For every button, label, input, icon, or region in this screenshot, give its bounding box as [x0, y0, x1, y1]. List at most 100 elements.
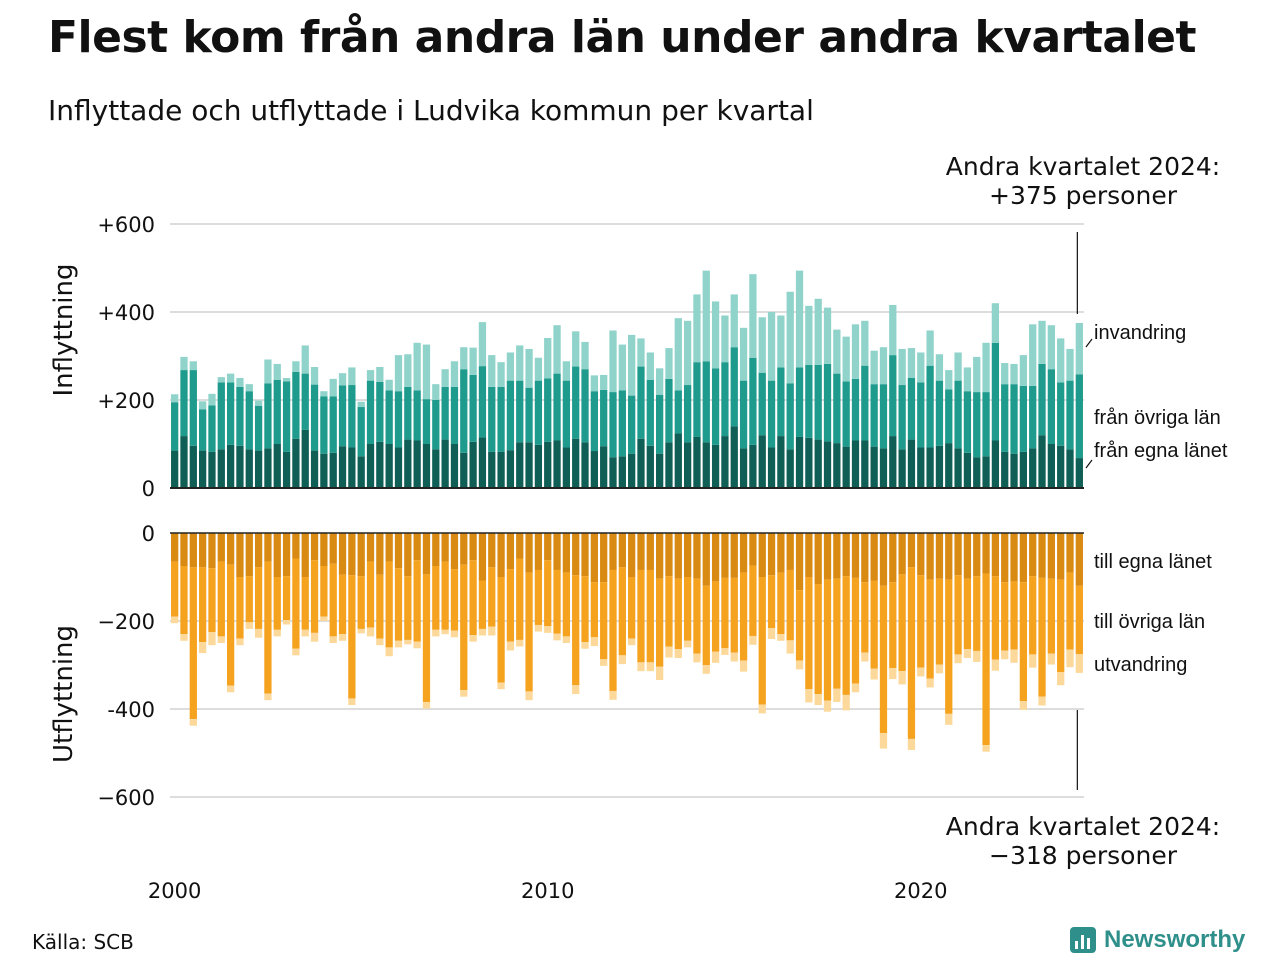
bar-utflyttning — [282, 576, 291, 621]
bar-inflyttning — [814, 298, 822, 365]
bar-utflyttning — [618, 533, 626, 568]
bar-utflyttning — [254, 567, 263, 629]
bar-inflyttning — [600, 446, 608, 488]
bar-inflyttning — [189, 361, 197, 371]
bar-utflyttning — [273, 533, 281, 577]
bar-utflyttning — [879, 733, 888, 749]
bar-inflyttning — [982, 392, 990, 457]
bar-utflyttning — [767, 575, 776, 629]
bar-utflyttning — [702, 585, 710, 665]
bar-utflyttning — [1001, 650, 1009, 660]
bar-utflyttning — [870, 580, 878, 669]
bar-inflyttning — [264, 359, 272, 384]
bar-inflyttning — [823, 307, 832, 364]
bar-utflyttning — [422, 701, 431, 709]
bar-inflyttning — [973, 356, 981, 393]
bar-utflyttning — [413, 641, 421, 649]
bar-inflyttning — [851, 440, 860, 488]
bar-utflyttning — [413, 533, 421, 561]
bar-inflyttning — [702, 270, 710, 362]
bar-utflyttning — [516, 639, 524, 647]
bar-inflyttning — [516, 442, 524, 488]
bar-utflyttning — [833, 533, 841, 579]
bar-inflyttning — [870, 350, 878, 385]
bar-inflyttning — [1047, 444, 1055, 488]
bar-inflyttning — [609, 392, 617, 458]
bar-utflyttning — [963, 578, 972, 650]
bar-inflyttning — [572, 366, 580, 439]
bar-utflyttning — [739, 533, 748, 573]
bar-inflyttning — [609, 330, 617, 393]
bar-utflyttning — [264, 561, 272, 694]
bar-inflyttning — [199, 450, 207, 488]
bar-inflyttning — [945, 443, 953, 488]
bar-utflyttning — [478, 533, 487, 581]
bar-inflyttning — [264, 448, 272, 488]
bar-inflyttning — [600, 389, 608, 447]
bar-utflyttning — [226, 564, 235, 686]
bar-inflyttning — [889, 355, 897, 437]
bar-utflyttning — [730, 652, 738, 662]
bar-inflyttning — [497, 451, 505, 488]
bar-utflyttning — [646, 569, 654, 663]
bar-utflyttning — [245, 576, 253, 623]
bar-utflyttning — [786, 640, 794, 654]
bar-utflyttning — [833, 578, 841, 689]
y-axis-label-bottom: Utflyttning — [49, 625, 79, 763]
bar-inflyttning — [889, 304, 897, 356]
bar-utflyttning — [432, 533, 440, 566]
bar-utflyttning — [991, 533, 1000, 577]
bar-inflyttning — [889, 436, 897, 488]
bar-utflyttning — [683, 577, 692, 641]
label-fran-egna-lanet: från egna länet — [1094, 440, 1228, 462]
bar-utflyttning — [917, 533, 925, 576]
bar-utflyttning — [292, 648, 300, 656]
bar-utflyttning — [805, 533, 813, 577]
bar-inflyttning — [208, 405, 216, 452]
bar-utflyttning — [926, 579, 934, 679]
bar-inflyttning — [1057, 382, 1065, 446]
bar-utflyttning — [366, 561, 375, 628]
bar-utflyttning — [590, 637, 598, 647]
bar-utflyttning — [963, 649, 972, 658]
bar-utflyttning — [385, 533, 393, 562]
bar-inflyttning — [385, 444, 393, 488]
bar-inflyttning — [320, 453, 328, 488]
bar-inflyttning — [404, 354, 412, 387]
bar-inflyttning — [292, 371, 300, 439]
bar-inflyttning — [422, 399, 431, 444]
bar-utflyttning — [357, 533, 365, 577]
bar-inflyttning — [488, 451, 496, 488]
bar-inflyttning — [273, 379, 281, 444]
bar-utflyttning — [935, 578, 944, 665]
bar-inflyttning — [450, 386, 459, 444]
bar-inflyttning — [469, 374, 477, 442]
bar-inflyttning — [1057, 445, 1065, 488]
bar-utflyttning — [450, 630, 459, 638]
annotation-bottom-line1: Andra kvartalet 2024: — [945, 812, 1221, 841]
bar-inflyttning — [581, 442, 589, 488]
label-fran-ovriga-lan: från övriga län — [1094, 407, 1221, 429]
bar-utflyttning — [1019, 582, 1028, 702]
bar-utflyttning — [236, 533, 244, 577]
bar-utflyttning — [749, 533, 757, 566]
bar-inflyttning — [749, 274, 757, 358]
bar-inflyttning — [805, 437, 813, 488]
bar-utflyttning — [982, 533, 990, 574]
bar-inflyttning — [982, 456, 990, 488]
bar-utflyttning — [506, 641, 515, 651]
bar-utflyttning — [562, 533, 571, 573]
bar-inflyttning — [833, 373, 841, 444]
annotation-top-line2: +375 personer — [989, 181, 1177, 210]
bar-utflyttning — [982, 745, 990, 752]
bar-inflyttning — [432, 400, 440, 450]
y-tick-label: 0 — [142, 477, 155, 501]
bar-inflyttning — [777, 436, 785, 488]
bar-inflyttning — [413, 440, 421, 488]
bar-utflyttning — [628, 533, 636, 577]
bar-utflyttning — [236, 577, 244, 639]
bar-inflyttning — [394, 355, 403, 392]
bar-utflyttning — [469, 560, 477, 636]
bar-utflyttning — [1010, 649, 1018, 663]
bar-inflyttning — [432, 449, 440, 488]
